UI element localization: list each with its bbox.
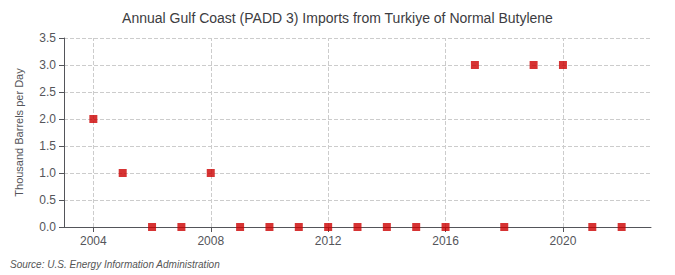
svg-text:1.5: 1.5 (39, 139, 56, 153)
svg-text:3.0: 3.0 (39, 58, 56, 72)
svg-text:0.5: 0.5 (39, 193, 56, 207)
svg-text:2016: 2016 (432, 234, 459, 248)
svg-text:2.5: 2.5 (39, 85, 56, 99)
svg-text:2008: 2008 (197, 234, 224, 248)
svg-text:2020: 2020 (550, 234, 577, 248)
svg-text:2004: 2004 (80, 234, 107, 248)
svg-text:Thousand Barrels per Day: Thousand Barrels per Day (13, 68, 25, 197)
svg-text:Annual Gulf Coast (PADD 3) Imp: Annual Gulf Coast (PADD 3) Imports from … (122, 10, 553, 26)
svg-text:Source: U.S. Energy Informatio: Source: U.S. Energy Information Administ… (10, 259, 220, 270)
svg-text:2012: 2012 (315, 234, 342, 248)
svg-text:2.0: 2.0 (39, 112, 56, 126)
svg-text:3.5: 3.5 (39, 31, 56, 45)
svg-text:1.0: 1.0 (39, 166, 56, 180)
svg-text:0.0: 0.0 (39, 220, 56, 234)
